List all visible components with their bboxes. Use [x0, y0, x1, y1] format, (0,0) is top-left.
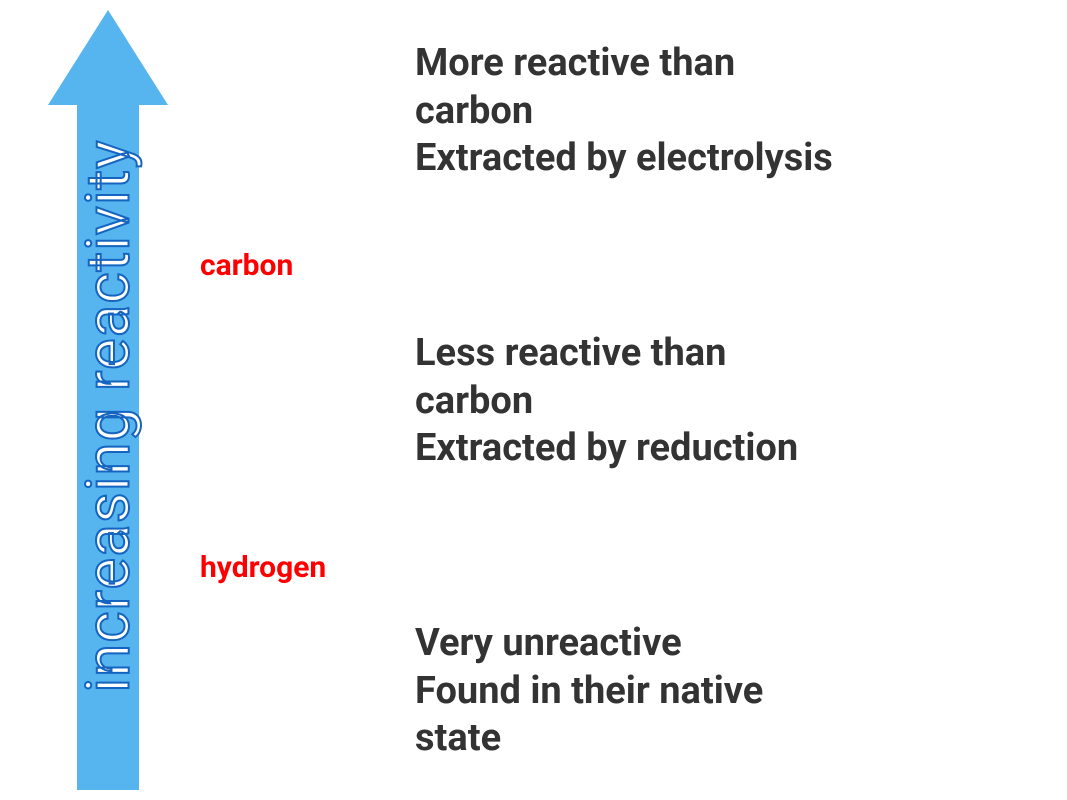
description-line: carbon [415, 378, 798, 426]
reactivity-arrow: increasing reactivity [60, 10, 155, 790]
arrow-label: increasing reactivity [72, 139, 143, 692]
description-line: Extracted by reduction [415, 425, 798, 473]
description-middle: Less reactive than carbon Extracted by r… [415, 330, 798, 473]
description-line: Very unreactive [415, 620, 763, 668]
divider-hydrogen: hydrogen [200, 550, 326, 585]
description-line: Extracted by electrolysis [415, 135, 833, 183]
description-line: Less reactive than [415, 330, 798, 378]
description-line: More reactive than [415, 40, 833, 88]
description-top: More reactive than carbon Extracted by e… [415, 40, 833, 183]
description-line: carbon [415, 88, 833, 136]
description-line: Found in their native [415, 668, 763, 716]
divider-carbon: carbon [200, 248, 293, 283]
description-bottom: Very unreactive Found in their native st… [415, 620, 763, 763]
description-line: state [415, 715, 763, 763]
